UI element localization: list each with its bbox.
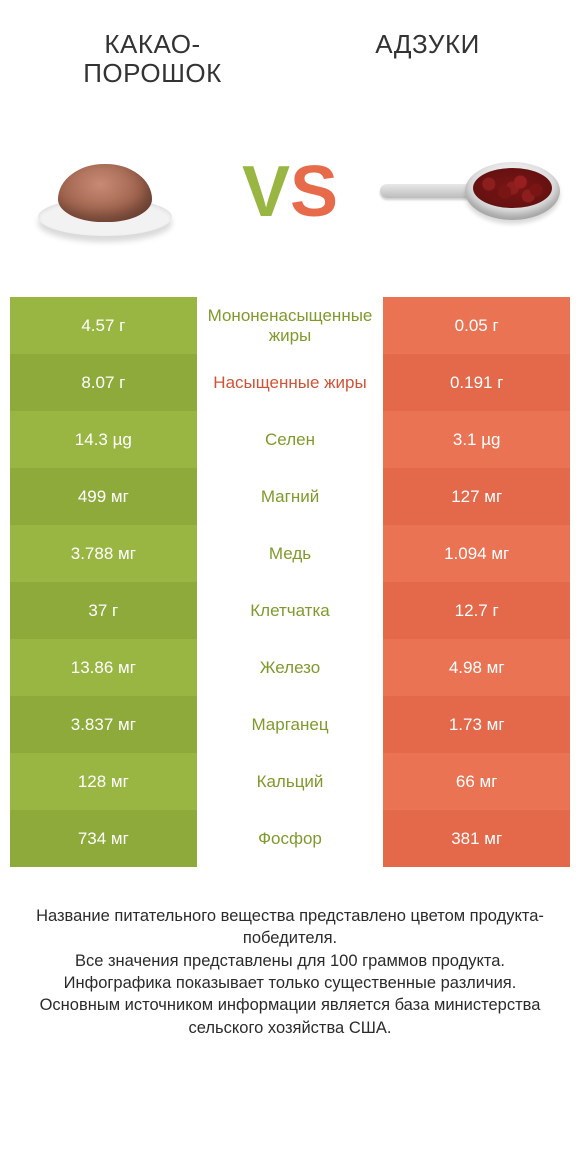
comparison-table: 4.57 гМононенасыщенные жиры0.05 г8.07 гН… [10, 297, 570, 867]
adzuki-beans-icon [390, 152, 560, 232]
right-value: 381 мг [383, 810, 570, 867]
right-value: 1.73 мг [383, 696, 570, 753]
vs-label: VS [242, 156, 338, 228]
left-value: 3.837 мг [10, 696, 197, 753]
left-product-title: КАКАО-ПОРОШОК [40, 30, 265, 87]
nutrient-label: Железо [197, 639, 384, 696]
vs-v: V [242, 156, 290, 228]
table-row: 3.837 мгМарганец1.73 мг [10, 696, 570, 753]
right-value: 4.98 мг [383, 639, 570, 696]
cocoa-powder-icon [30, 142, 180, 242]
vs-row: VS [0, 97, 580, 297]
left-value: 499 мг [10, 468, 197, 525]
left-value: 734 мг [10, 810, 197, 867]
footer-line: Инфографика показывает только существенн… [20, 972, 560, 994]
right-value: 12.7 г [383, 582, 570, 639]
right-value: 3.1 µg [383, 411, 570, 468]
footer-line: Название питательного вещества представл… [20, 905, 560, 950]
table-row: 4.57 гМононенасыщенные жиры0.05 г [10, 297, 570, 354]
nutrient-label: Магний [197, 468, 384, 525]
table-row: 128 мгКальций66 мг [10, 753, 570, 810]
left-value: 128 мг [10, 753, 197, 810]
left-value: 3.788 мг [10, 525, 197, 582]
left-value: 37 г [10, 582, 197, 639]
right-value: 0.05 г [383, 297, 570, 354]
right-value: 127 мг [383, 468, 570, 525]
nutrient-label: Насыщенные жиры [197, 354, 384, 411]
nutrient-label: Мононенасыщенные жиры [197, 297, 384, 354]
table-row: 734 мгФосфор381 мг [10, 810, 570, 867]
left-value: 13.86 мг [10, 639, 197, 696]
vs-s: S [290, 156, 338, 228]
footer-notes: Название питательного вещества представл… [0, 867, 580, 1039]
nutrient-label: Селен [197, 411, 384, 468]
left-product-image [20, 132, 190, 252]
right-value: 0.191 г [383, 354, 570, 411]
right-product-image [390, 132, 560, 252]
footer-line: Все значения представлены для 100 граммо… [20, 950, 560, 972]
table-row: 37 гКлетчатка12.7 г [10, 582, 570, 639]
nutrient-label: Кальций [197, 753, 384, 810]
header: КАКАО-ПОРОШОК АДЗУКИ [0, 0, 580, 97]
table-row: 14.3 µgСелен3.1 µg [10, 411, 570, 468]
footer-line: Основным источником информации является … [20, 994, 560, 1039]
right-value: 1.094 мг [383, 525, 570, 582]
right-product-title: АДЗУКИ [315, 30, 540, 87]
nutrient-label: Клетчатка [197, 582, 384, 639]
right-value: 66 мг [383, 753, 570, 810]
nutrient-label: Медь [197, 525, 384, 582]
table-row: 13.86 мгЖелезо4.98 мг [10, 639, 570, 696]
left-value: 4.57 г [10, 297, 197, 354]
nutrient-label: Фосфор [197, 810, 384, 867]
table-row: 8.07 гНасыщенные жиры0.191 г [10, 354, 570, 411]
left-value: 8.07 г [10, 354, 197, 411]
left-value: 14.3 µg [10, 411, 197, 468]
table-row: 499 мгМагний127 мг [10, 468, 570, 525]
nutrient-label: Марганец [197, 696, 384, 753]
table-row: 3.788 мгМедь1.094 мг [10, 525, 570, 582]
